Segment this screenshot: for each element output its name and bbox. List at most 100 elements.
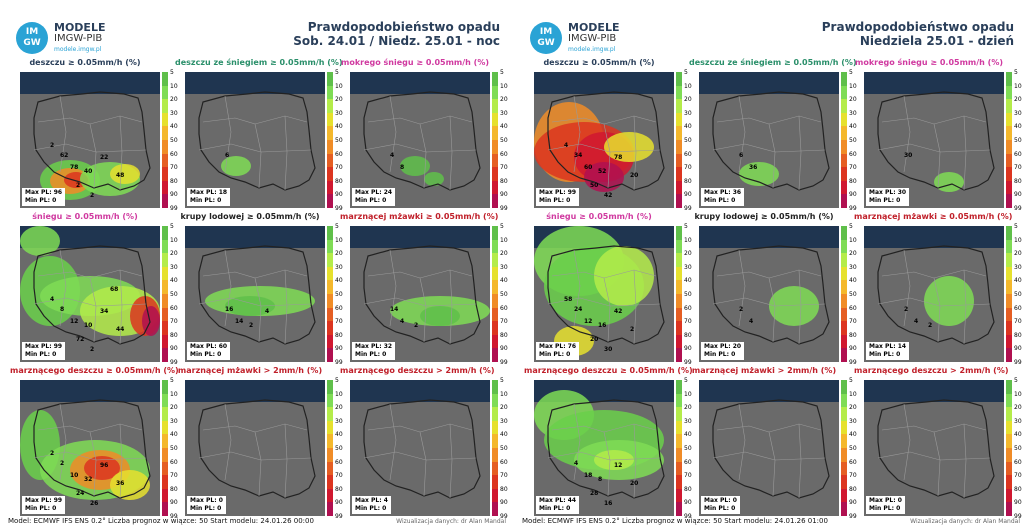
colorbar-segment [492,194,498,208]
colorbar-segment [492,321,498,335]
colorbar-segment [676,112,682,127]
colorbar-segment [327,266,333,281]
colorbar [492,380,498,516]
colorbar-tick: 20 [170,250,178,258]
colorbar-tick: 70 [1014,472,1022,480]
colorbar-segment [162,502,168,516]
colorbar-tick: 80 [849,331,857,339]
colorbar-segment [676,167,682,181]
colorbar-segment [1006,266,1012,281]
max-pl: Max PL: 99 [539,189,577,196]
colorbar-segment [162,488,168,503]
region-border [89,431,97,497]
colorbar-tick: 10 [335,82,343,90]
colorbar-tick: 70 [335,472,343,480]
colorbar-tick: 30 [849,417,857,425]
colorbar-tick: 40 [684,277,692,285]
page-title: Prawdopodobieństwo opadu Niedziela 25.01… [822,20,1014,48]
colorbar [676,380,682,516]
colorbar-tick: 30 [500,263,508,271]
region-border [198,297,312,307]
colorbar-tick: 90 [170,499,178,507]
colorbar-segment [492,226,498,240]
colorbar-tick: 40 [335,277,343,285]
probability-value: 4 [50,296,55,303]
colorbar-tick: 99 [684,205,692,212]
colorbar-tick: 80 [849,177,857,185]
colorbar-segment [1006,502,1012,516]
colorbar-segment [1006,321,1012,335]
footer-credit: Wizualizacja danych: dr Alan Mandal [910,518,1020,525]
colorbar-tick: 90 [1014,499,1022,507]
map-cell: marznącego deszczu ≥ 0.05mm/h (%) 4 18 8 12 2… [524,366,693,520]
colorbar-segment [492,280,498,294]
country-border [712,245,830,345]
colorbar-segment [676,139,682,154]
region-border [89,277,97,343]
region-border [712,451,826,461]
max-pl: Max PL: 30 [869,189,907,196]
probability-value: 6 [739,152,744,159]
colorbar-tick: 90 [849,345,857,353]
colorbar-tick: 90 [684,345,692,353]
colorbar-segment [841,348,847,362]
colorbar-tick: 10 [849,390,857,398]
brand2: IMGW-PIB [54,33,103,44]
region-border [551,269,657,279]
region-border [716,115,822,125]
probability-map: Max PL: 4 Min PL: 0 [350,380,490,516]
colorbar-tick: 99 [500,359,508,366]
colorbar-tick: 50 [1014,137,1022,144]
colorbar-segment [841,502,847,516]
region-border [367,423,473,433]
probability-value: 4 [564,142,569,149]
map-title: marznącej mżawki ≥ 0.05mm/h (%) [854,212,1013,221]
region-border [37,269,143,279]
max-pl: Max PL: 32 [355,343,393,350]
colorbar-tick: 80 [684,485,692,493]
colorbar-segment [162,280,168,294]
colorbar-segment [492,447,498,462]
colorbar-segment [841,253,847,267]
stats-box: Max PL: 18 Min PL: 0 [187,188,231,206]
colorbar-tick: 30 [684,417,692,425]
colorbar-tick: 60 [684,304,692,312]
region-border [963,423,967,499]
colorbar-segment [162,348,168,362]
colorbar-tick: 60 [684,458,692,466]
probability-value: 72 [76,336,85,343]
region-border [119,115,123,191]
colorbar-tick: 99 [170,205,178,212]
colorbar-tick: 10 [170,82,178,90]
map-title: marznącego deszczu > 2mm/h (%) [854,366,1009,375]
colorbar-tick: 60 [500,304,508,312]
colorbar-tick: 90 [849,499,857,507]
region-border [224,249,232,327]
probability-value: 14 [235,318,244,325]
colorbar-tick: 70 [170,318,178,326]
colorbar-segment [162,293,168,308]
colorbar-tick: 5 [849,377,853,384]
colorbar-segment [162,475,168,489]
colorbar-tick: 80 [170,177,178,185]
max-pl: Max PL: 99 [25,343,63,350]
colorbar-segment [676,194,682,208]
colorbar-tick: 20 [1014,404,1022,412]
colorbar-tick: 70 [170,472,178,480]
stats-box: Max PL: 24 Min PL: 0 [352,188,396,206]
probability-value: 34 [100,308,109,315]
colorbar-segment [162,85,168,100]
probability-value: 58 [564,296,573,303]
colorbar-segment [162,253,168,267]
colorbar-tick: 40 [684,123,692,131]
region-border [547,143,661,153]
colorbar-segment [162,380,168,394]
region-border [603,431,611,497]
colorbar-tick: 99 [170,513,178,520]
poland-borders [33,399,151,499]
probability-value: 4 [914,318,919,325]
colorbar-segment [492,393,498,408]
stats-box: Max PL: 60 Min PL: 0 [187,342,231,360]
colorbar-tick: 99 [335,513,343,520]
